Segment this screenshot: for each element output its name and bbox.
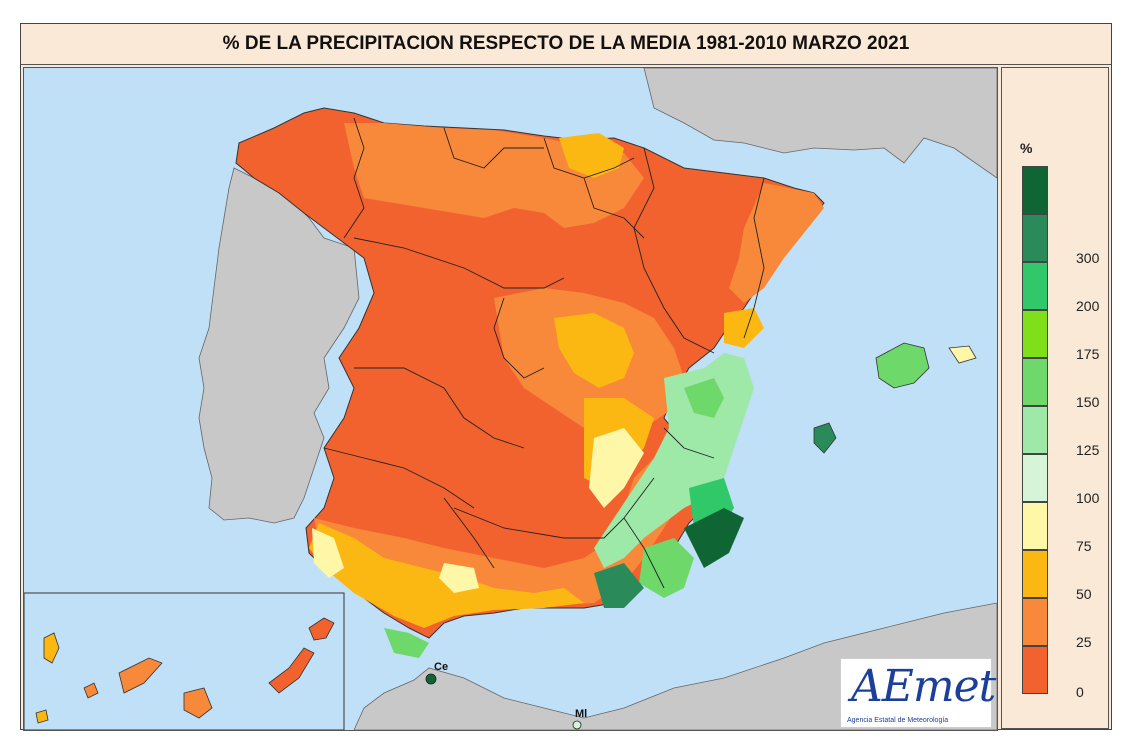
legend-tick-label: 300 [1076, 250, 1100, 266]
la-gomera [83, 682, 99, 699]
legend-swatch [1022, 406, 1048, 454]
melilla-marker [572, 720, 582, 730]
zone-malaga-pale [439, 563, 479, 593]
zone-murcia-green [639, 538, 694, 598]
tenerife [118, 657, 163, 694]
map-svg: Ce Ml [24, 68, 997, 730]
legend-swatch [1022, 646, 1048, 694]
legend-tick-label: 200 [1076, 298, 1100, 314]
legend-panel: % 0 25 50 75 100 125 150 175 200 300 [1001, 67, 1109, 729]
el-hierro [35, 709, 49, 724]
ceuta-marker [425, 673, 437, 685]
aemet-logo-subtitle: Agencia Estatal de Meteorología [847, 717, 949, 724]
zone-albacete-pale [589, 428, 644, 508]
melilla-label: Ml [575, 708, 587, 720]
zone-cadiz-pale [312, 528, 344, 578]
legend-tick-label: 50 [1076, 586, 1092, 602]
zone-alicante-dark [684, 508, 744, 568]
legend-swatch [1022, 358, 1048, 406]
france-land [643, 68, 997, 179]
precipitation-map: Ce Ml AEmet Agencia Estatal de Meteorolo… [23, 67, 998, 731]
north-africa-land [353, 602, 997, 730]
mallorca [875, 342, 930, 389]
menorca [948, 345, 977, 364]
gran-canaria [183, 687, 213, 719]
zone-basque-yellow [559, 133, 624, 178]
legend-swatch [1022, 502, 1048, 550]
legend-swatch [1022, 454, 1048, 502]
legend-tick-label: 0 [1076, 684, 1084, 700]
map-frame: % DE LA PRECIPITACION RESPECTO DE LA MED… [20, 23, 1112, 731]
zone-catalonia-orange [729, 183, 824, 303]
legend-swatch [1022, 550, 1048, 598]
zone-valencia-green [684, 378, 724, 418]
map-title: % DE LA PRECIPITACION RESPECTO DE LA MED… [21, 24, 1111, 65]
fuerteventura [268, 647, 315, 694]
lanzarote [308, 617, 335, 641]
ibiza [813, 422, 837, 454]
aemet-logo: AEmet Agencia Estatal de Meteorología [840, 658, 996, 728]
zone-gibraltar-green [384, 628, 429, 658]
legend-tick-label: 25 [1076, 634, 1092, 650]
legend-bar: 0 25 50 75 100 125 150 175 200 300 [1022, 166, 1099, 700]
legend-swatch [1022, 214, 1048, 262]
legend-tick-label: 150 [1076, 394, 1100, 410]
legend-tick-label: 125 [1076, 442, 1100, 458]
legend-tick-label: 175 [1076, 346, 1100, 362]
legend-tick-label: 75 [1076, 538, 1092, 554]
ceuta-label: Ce [434, 661, 448, 673]
legend-swatch [1022, 166, 1048, 214]
legend-unit: % [1020, 140, 1033, 156]
legend-swatch [1022, 310, 1048, 358]
zone-almeria-dark [594, 563, 644, 608]
legend-swatch [1022, 598, 1048, 646]
aemet-logo-text: AEmet [851, 661, 996, 712]
zone-castellon-yellow [724, 308, 764, 348]
region-borders [323, 117, 765, 589]
zone-center-yellow [554, 313, 634, 388]
la-palma [43, 632, 60, 664]
legend-tick-label: 100 [1076, 490, 1100, 506]
legend-swatch [1022, 262, 1048, 310]
